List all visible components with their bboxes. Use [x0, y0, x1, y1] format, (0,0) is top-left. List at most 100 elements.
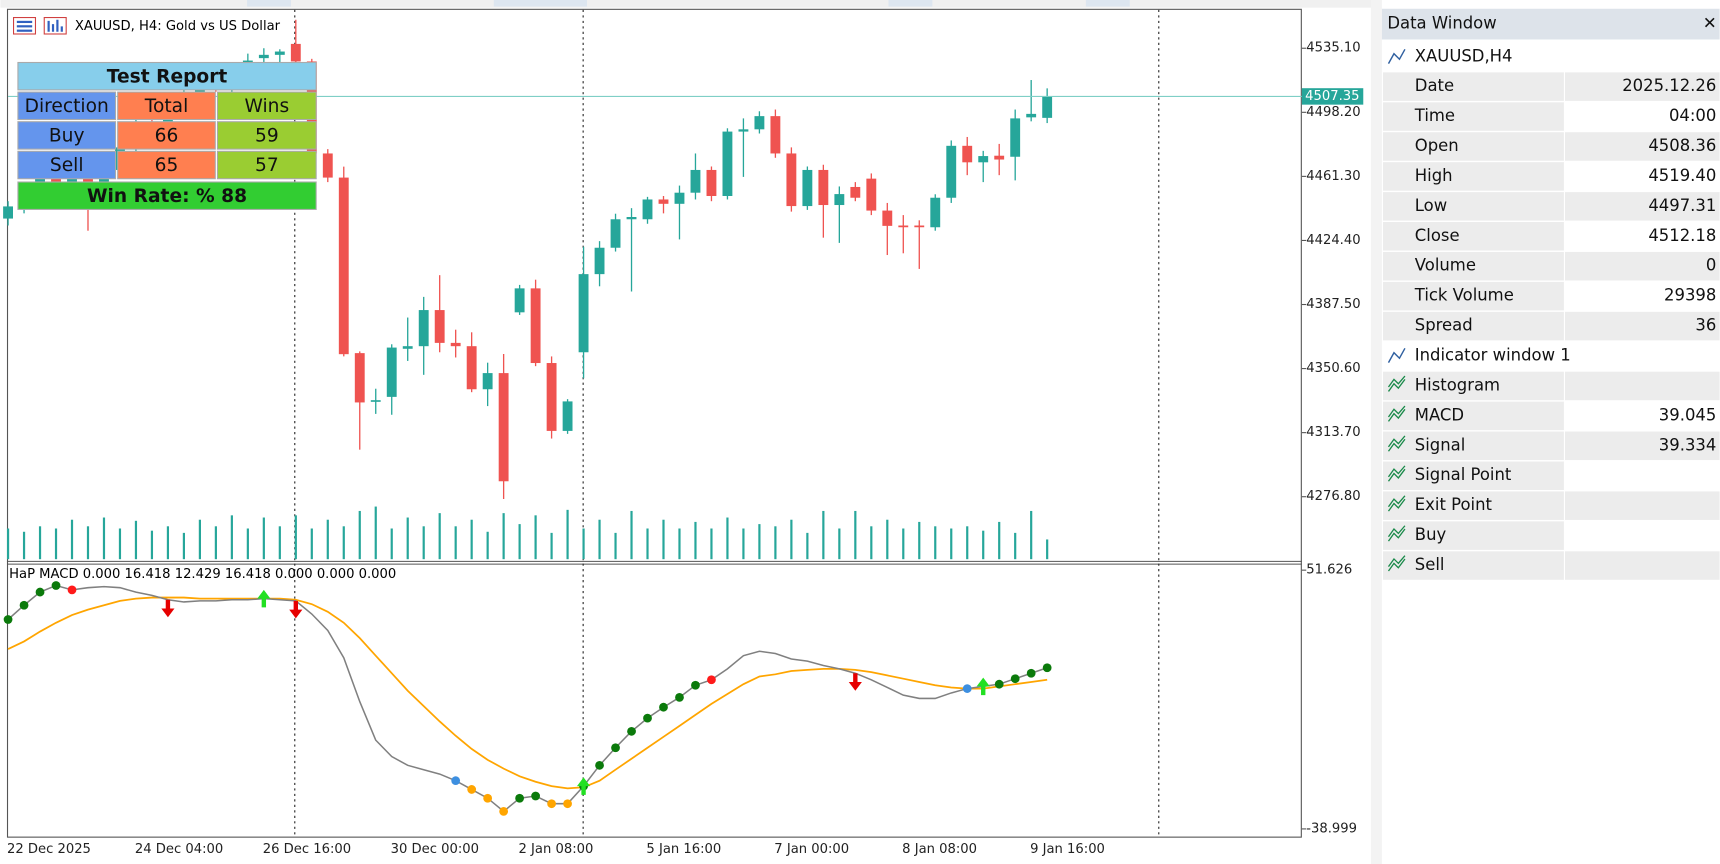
- signal-dot: [3, 615, 13, 624]
- chart-title: XAUUSD, H4: Gold vs US Dollar: [75, 19, 281, 34]
- y-tick-label: 4387.50: [1306, 297, 1360, 312]
- candle-body: [498, 373, 509, 482]
- dw-value: 39.045: [1659, 405, 1717, 424]
- candle-body: [610, 219, 621, 248]
- icon: [1387, 465, 1406, 482]
- report-cell: [216, 150, 317, 180]
- tab[interactable]: [888, 0, 933, 7]
- dw-value-cell: [1565, 222, 1720, 251]
- dw-value-cell: [1565, 162, 1720, 191]
- candle-body: [418, 310, 429, 347]
- splitter[interactable]: [1370, 0, 1382, 864]
- candle-body: [466, 346, 477, 390]
- candle-body: [386, 347, 397, 397]
- dw-label-cell: [1383, 102, 1564, 131]
- dw-value: 29398: [1664, 286, 1716, 305]
- signal-dot: [643, 713, 652, 723]
- dw-value-cell: [1565, 551, 1720, 580]
- dw-value-cell: [1565, 132, 1720, 161]
- signal-dot: [515, 793, 525, 803]
- candle-body: [818, 169, 829, 206]
- candle-body: [290, 43, 301, 62]
- dw-value-cell: [1565, 461, 1720, 491]
- candle-body: [978, 156, 989, 163]
- dw-label-cell: [1383, 521, 1564, 550]
- chart-frame: [6, 8, 1302, 838]
- report-title-bg: [17, 61, 317, 91]
- candle-body: [3, 206, 13, 219]
- dw-value-cell: [1565, 251, 1720, 281]
- dw-label-cell: [1383, 401, 1564, 431]
- down-arrow: [848, 673, 862, 691]
- up-arrow: [257, 589, 271, 608]
- candle-body: [1042, 96, 1053, 118]
- dw-value: 36: [1695, 316, 1716, 335]
- signal-dot: [483, 793, 493, 803]
- signal-dot: [1010, 674, 1020, 684]
- dw-value-cell: [1565, 431, 1720, 461]
- test-report: Test Report Win Rate: % 88 Direction Tota…: [17, 61, 317, 210]
- candle-body: [274, 51, 285, 55]
- signal-dot: [467, 785, 477, 794]
- candle-body: [882, 210, 893, 226]
- dw-label: Open: [1415, 136, 1459, 155]
- indicator-label: HaP MACD 0.000 16.418 12.429 16.418 0.00…: [9, 567, 396, 582]
- dw-value-cell: [1565, 521, 1720, 550]
- candle-body: [850, 186, 861, 198]
- signal-dot: [531, 791, 540, 801]
- dw-label-cell: [1383, 551, 1564, 580]
- candle-body: [370, 400, 381, 402]
- tab[interactable]: [247, 0, 291, 7]
- dw-label: Buy: [1415, 525, 1447, 544]
- tab[interactable]: [1085, 0, 1130, 7]
- chart-header: XAUUSD, H4: Gold vs US Dollar: [12, 16, 281, 35]
- dw-close[interactable]: ✕: [1703, 14, 1717, 33]
- report-cell-text: Direction: [25, 96, 109, 117]
- signal-dot: [627, 726, 636, 736]
- report-title: Test Report: [107, 66, 228, 87]
- signal-dot: [563, 799, 572, 809]
- tab[interactable]: [493, 0, 587, 7]
- y-tick-label: 4535.10: [1306, 41, 1360, 56]
- signal-dot: [611, 743, 620, 753]
- candle-body: [578, 274, 589, 353]
- data-window: Data Window ✕ XAUUSD,H4 Date 2025.12.26 Ti…: [1381, 8, 1720, 580]
- report-cell: [216, 121, 317, 150]
- candle-body: [322, 153, 333, 178]
- candle-body: [354, 353, 365, 403]
- dw-value: 4497.31: [1648, 196, 1716, 215]
- dw-label: Date: [1415, 76, 1454, 95]
- report-cell-text: 66: [155, 125, 179, 146]
- dw-label-cell: [1383, 192, 1564, 221]
- report-cell-text: 65: [155, 155, 179, 176]
- signal-dot: [35, 587, 45, 597]
- candle-body: [690, 169, 701, 193]
- signal-dot: [675, 692, 684, 702]
- candle-body: [834, 194, 845, 206]
- icon: [1387, 525, 1406, 542]
- dw-value-cell: [1565, 192, 1720, 221]
- up-arrow: [976, 677, 990, 696]
- dw-value: 4519.40: [1648, 166, 1716, 185]
- dw-label: Volume: [1415, 256, 1476, 275]
- report-cell-text: 57: [255, 155, 279, 176]
- report-cell: [17, 91, 117, 121]
- dw-header: [1381, 8, 1720, 40]
- up-arrow: [576, 777, 591, 795]
- dw-title: Data Window: [1387, 14, 1496, 33]
- candle-body: [434, 310, 445, 343]
- icon: [1387, 435, 1406, 452]
- candle-body: [994, 155, 1005, 160]
- dw-value-cell: [1565, 401, 1720, 431]
- y-tick-label: 4461.30: [1306, 169, 1360, 184]
- win-rate: Win Rate: % 88: [87, 186, 247, 207]
- signal-dot: [67, 585, 77, 595]
- dw-label: Histogram: [1415, 375, 1500, 394]
- indicator-layer: 22 Dec 2025 24 Dec 04:00 26 Dec 16:00 30 De…: [3, 563, 1357, 857]
- toolbar-strip: [0, 0, 1371, 8]
- dw-indicator-title: Indicator window 1: [1415, 346, 1571, 365]
- report-cell: [117, 150, 216, 180]
- x-tick-label: 26 Dec 16:00: [263, 842, 351, 857]
- candle-body: [514, 288, 525, 313]
